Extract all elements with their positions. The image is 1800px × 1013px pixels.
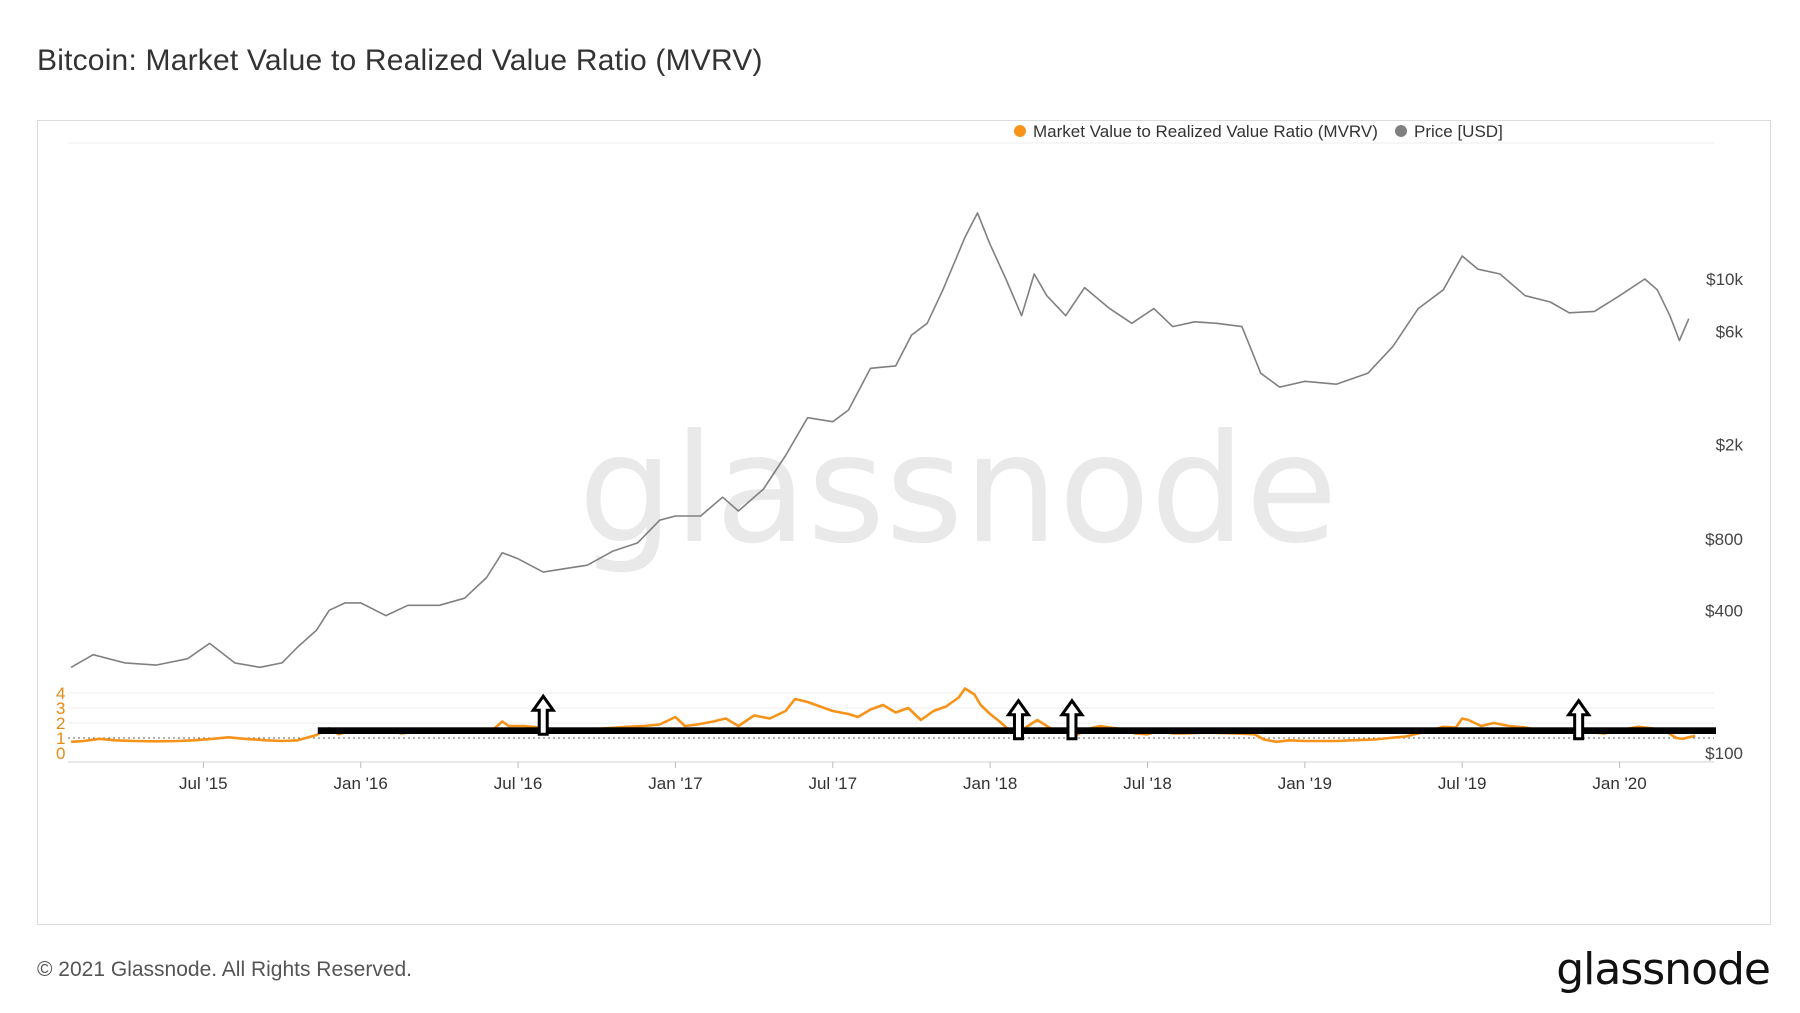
annotations [317, 693, 1716, 741]
x-tick-label: Jan '20 [1592, 774, 1646, 793]
x-tick-label: Jul '17 [808, 774, 857, 793]
x-tick-label: Jan '18 [963, 774, 1017, 793]
y-left-tick-label: 0 [56, 744, 65, 763]
y-right-tick-label: $6k [1716, 323, 1744, 342]
y-right-tick-label: $100 [1705, 744, 1743, 763]
x-tick-label: Jul '19 [1438, 774, 1487, 793]
legend-dot-icon [1395, 125, 1407, 137]
x-tick-label: Jul '15 [179, 774, 228, 793]
x-tick-label: Jan '17 [648, 774, 702, 793]
legend-item[interactable]: Market Value to Realized Value Ratio (MV… [1014, 122, 1378, 141]
legend[interactable]: Market Value to Realized Value Ratio (MV… [1014, 122, 1503, 141]
x-tick-label: Jan '16 [334, 774, 388, 793]
y-left-tick-label: 2 [56, 714, 65, 733]
chart-panel: glassnode 0 1 2 3 4 $100 $400 $800 $2k $6k $10k Jul… [37, 120, 1771, 925]
glassnode-logo[interactable]: glassnode [1556, 944, 1771, 995]
chart-title: Bitcoin: Market Value to Realized Value … [37, 44, 763, 77]
up-arrow-icon [1059, 698, 1085, 741]
legend-item[interactable]: Price [USD] [1395, 122, 1503, 141]
y-left-tick-label: 4 [56, 684, 65, 703]
y-right-tick-label: $400 [1705, 601, 1743, 620]
x-tick-label: Jul '18 [1123, 774, 1172, 793]
legend-label: Price [USD] [1414, 122, 1503, 141]
grid [68, 142, 1714, 724]
x-tick-label: Jul '16 [494, 774, 543, 793]
legend-dot-icon [1014, 125, 1026, 137]
y-right-tick-label: $10k [1706, 270, 1743, 289]
up-arrow-icon [1565, 698, 1592, 741]
y-right-tick-label: $2k [1716, 436, 1744, 455]
watermark: glassnode [578, 403, 1337, 577]
y-left-tick-label: 1 [56, 729, 65, 748]
y-right-tick-label: $800 [1705, 530, 1743, 549]
copyright-text: © 2021 Glassnode. All Rights Reserved. [37, 958, 413, 981]
legend-label: Market Value to Realized Value Ratio (MV… [1033, 122, 1378, 141]
up-arrow-icon [530, 693, 557, 736]
x-tick-label: Jan '19 [1278, 774, 1332, 793]
up-arrow-icon [1005, 698, 1032, 741]
price-line [70, 212, 1690, 669]
y-left-tick-label: 3 [56, 699, 65, 718]
